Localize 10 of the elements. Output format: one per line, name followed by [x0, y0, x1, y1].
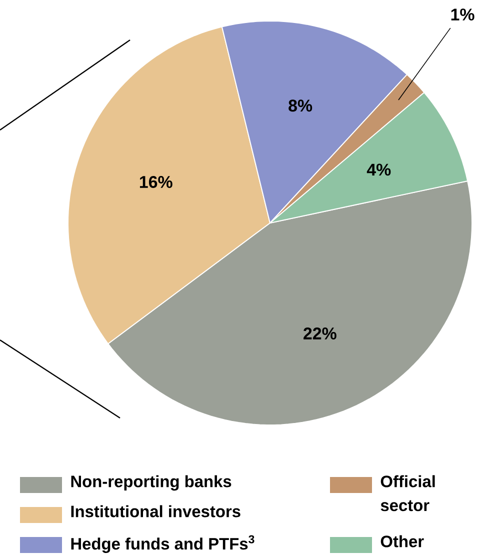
legend-label: Non-reporting banks — [71, 475, 232, 491]
data-label: 16% — [140, 176, 172, 188]
data-label: 8% — [288, 100, 312, 112]
data-label: 22% — [304, 328, 336, 340]
legend-label: Official sector — [380, 475, 435, 512]
data-label: 4% — [366, 164, 391, 176]
legend-label: Hedge funds and PTFs$^{3}$ — [71, 535, 254, 553]
legend-label: Other — [380, 535, 424, 548]
data-label: 1% — [451, 8, 474, 20]
legend-label: Institutional investors — [71, 505, 240, 518]
